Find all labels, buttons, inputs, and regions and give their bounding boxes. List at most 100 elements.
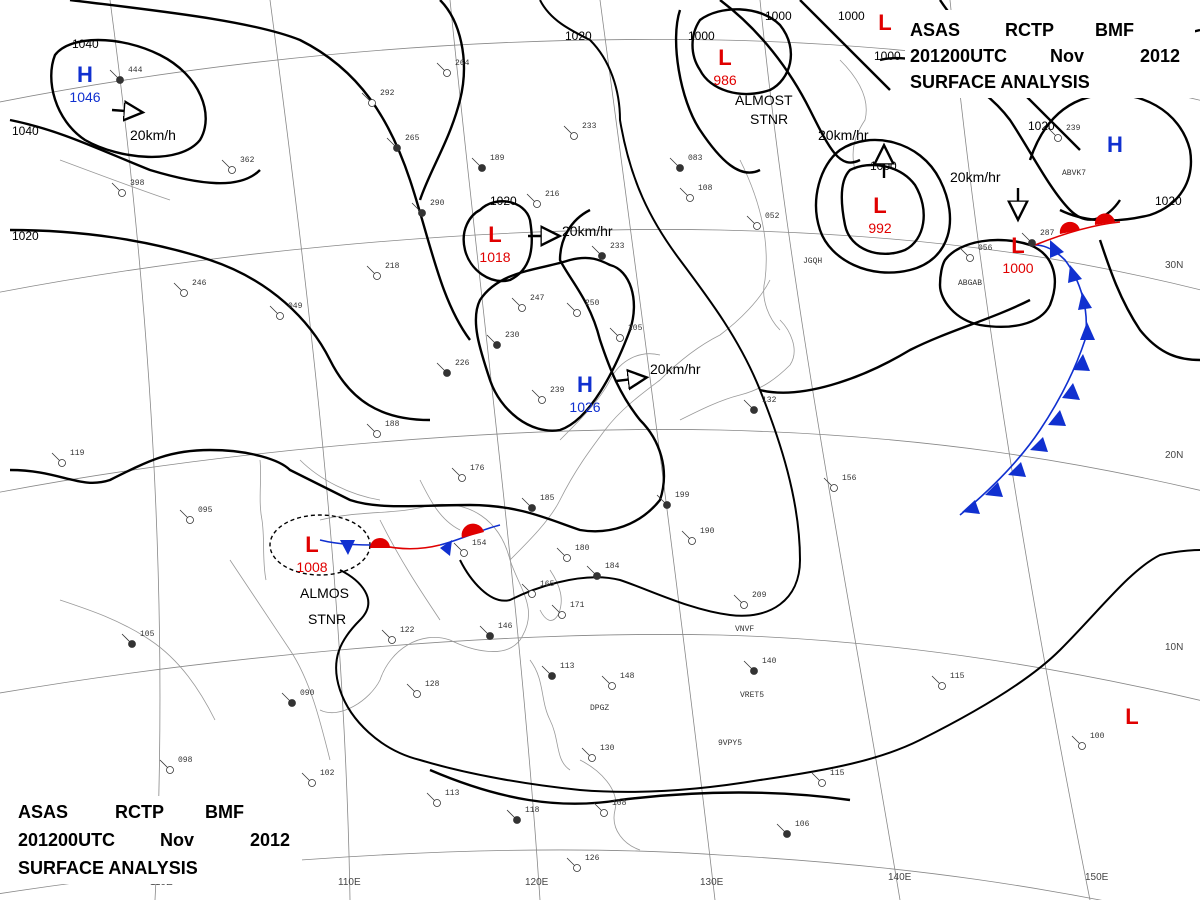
station-plot: 102: [301, 769, 335, 787]
note-line2: STNR: [750, 111, 788, 127]
station-circle: [486, 632, 494, 640]
station-pressure: 290: [430, 199, 445, 208]
station-plot: 230: [486, 331, 520, 349]
motion-labels: 20km/h 20km/hr 20km/hr 20km/hr 20km/hr: [130, 127, 1001, 377]
station-circle: [373, 430, 381, 438]
station-pressure: 108: [612, 799, 627, 808]
station-circle: [676, 164, 684, 172]
grid-line-120e: [449, 0, 541, 900]
header-bottom: ASAS RCTP BMF 201200UTC Nov 2012 SURFACE…: [12, 796, 302, 884]
station-plot: 205: [609, 324, 643, 342]
station-pressure: 118: [525, 806, 540, 815]
isobar-1020-main: [9, 208, 666, 533]
low-symbol: L: [1011, 233, 1024, 258]
header-top-month: Nov: [1050, 46, 1084, 66]
header-top-time: 201200UTC: [910, 46, 1007, 66]
central-pressure-value: 986: [713, 72, 737, 88]
station-pressure: 171: [570, 601, 585, 610]
station-plot: 199: [656, 491, 690, 509]
station-circle: [663, 501, 671, 509]
motion-speed-label: 20km/h: [130, 127, 176, 143]
isobar-label: 1000: [838, 9, 865, 23]
station-circle: [368, 99, 376, 107]
station-circle: [548, 672, 556, 680]
station-plot: 118: [506, 806, 540, 824]
low-symbol: L: [1125, 704, 1138, 729]
isobar-label: 1000: [765, 9, 792, 23]
lat-label: 10N: [1165, 642, 1183, 653]
station-circle: [460, 549, 468, 557]
station-circle: [413, 690, 421, 698]
station-circle: [616, 334, 624, 342]
station-plot: 290: [411, 199, 445, 217]
motion-arrow-3: [615, 378, 642, 381]
station-pressure: 105: [140, 630, 155, 639]
station-pressure: 226: [455, 359, 470, 368]
station-plot: 156: [823, 474, 857, 492]
station-pressure: 185: [540, 494, 555, 503]
station-circle: [118, 189, 126, 197]
station-plot: 090: [281, 689, 315, 707]
lon-label: 130E: [700, 877, 724, 888]
header-bottom-month: Nov: [160, 830, 194, 850]
low-symbol: L: [488, 222, 501, 247]
station-pressure: 146: [498, 622, 513, 631]
high-pressure-center: H 1046: [69, 62, 100, 105]
station-circle: [388, 636, 396, 644]
high-symbol: H: [77, 62, 93, 87]
station-pressure: 148: [620, 672, 635, 681]
header-bottom-agency: ASAS: [18, 802, 68, 822]
station-circle: [1054, 134, 1062, 142]
station-pressure: 156: [842, 474, 857, 483]
station-pressure: 122: [400, 626, 415, 635]
station-circle: [288, 699, 296, 707]
station-circle: [513, 816, 521, 824]
latitude-labels: 30N 20N 10N: [1165, 260, 1183, 653]
station-plot: 115: [931, 672, 965, 690]
isobar-label: 1020: [490, 194, 517, 208]
station-id: 9VPY5: [718, 739, 742, 748]
station-circle: [1078, 742, 1086, 750]
station-plot: 362: [221, 156, 255, 174]
station-plot: 185: [521, 494, 555, 512]
station-plot: 247: [511, 294, 545, 312]
station-plot: 171: [551, 601, 585, 619]
station-pressure: 188: [385, 420, 400, 429]
station-circle: [938, 682, 946, 690]
station-circle: [1028, 239, 1036, 247]
low-pressure-center: L: [1125, 704, 1138, 729]
isobar-label: 1040: [72, 37, 99, 51]
lon-label: 120E: [525, 877, 549, 888]
low-pressure-center: L 1000: [1002, 233, 1033, 276]
isobars: [9, 0, 1200, 805]
central-pressure-value: 1046: [69, 89, 100, 105]
coastlines: [59, 59, 867, 851]
station-id: VRET5: [740, 691, 764, 700]
station-circle: [478, 164, 486, 172]
low-pressure-center: L 1008: [296, 532, 327, 575]
isobar-label: 1020: [1028, 119, 1055, 133]
station-circle: [558, 611, 566, 619]
cold-front-east: [959, 244, 1088, 516]
station-plot: 100: [1071, 732, 1105, 750]
high-pressure-center: H 1026: [569, 372, 600, 415]
isobar-label: 1040: [12, 124, 39, 138]
station-pressure: 113: [560, 662, 575, 671]
station-plot: 233: [563, 122, 597, 140]
station-pressure: 165: [540, 580, 555, 589]
station-id: DPGZ: [590, 704, 609, 713]
header-top-year: 2012: [1140, 46, 1180, 66]
station-circle: [593, 572, 601, 580]
station-circle: [573, 864, 581, 872]
station-plot: 188: [366, 420, 400, 438]
station-plot: 130: [581, 744, 615, 762]
station-circle: [686, 194, 694, 202]
station-plot: 226: [436, 359, 470, 377]
station-pressure: 052: [765, 212, 780, 221]
isobar-1010-mid: [759, 298, 1031, 394]
low-pressure-center: L: [878, 10, 891, 35]
station-plot: 052: [746, 212, 780, 230]
